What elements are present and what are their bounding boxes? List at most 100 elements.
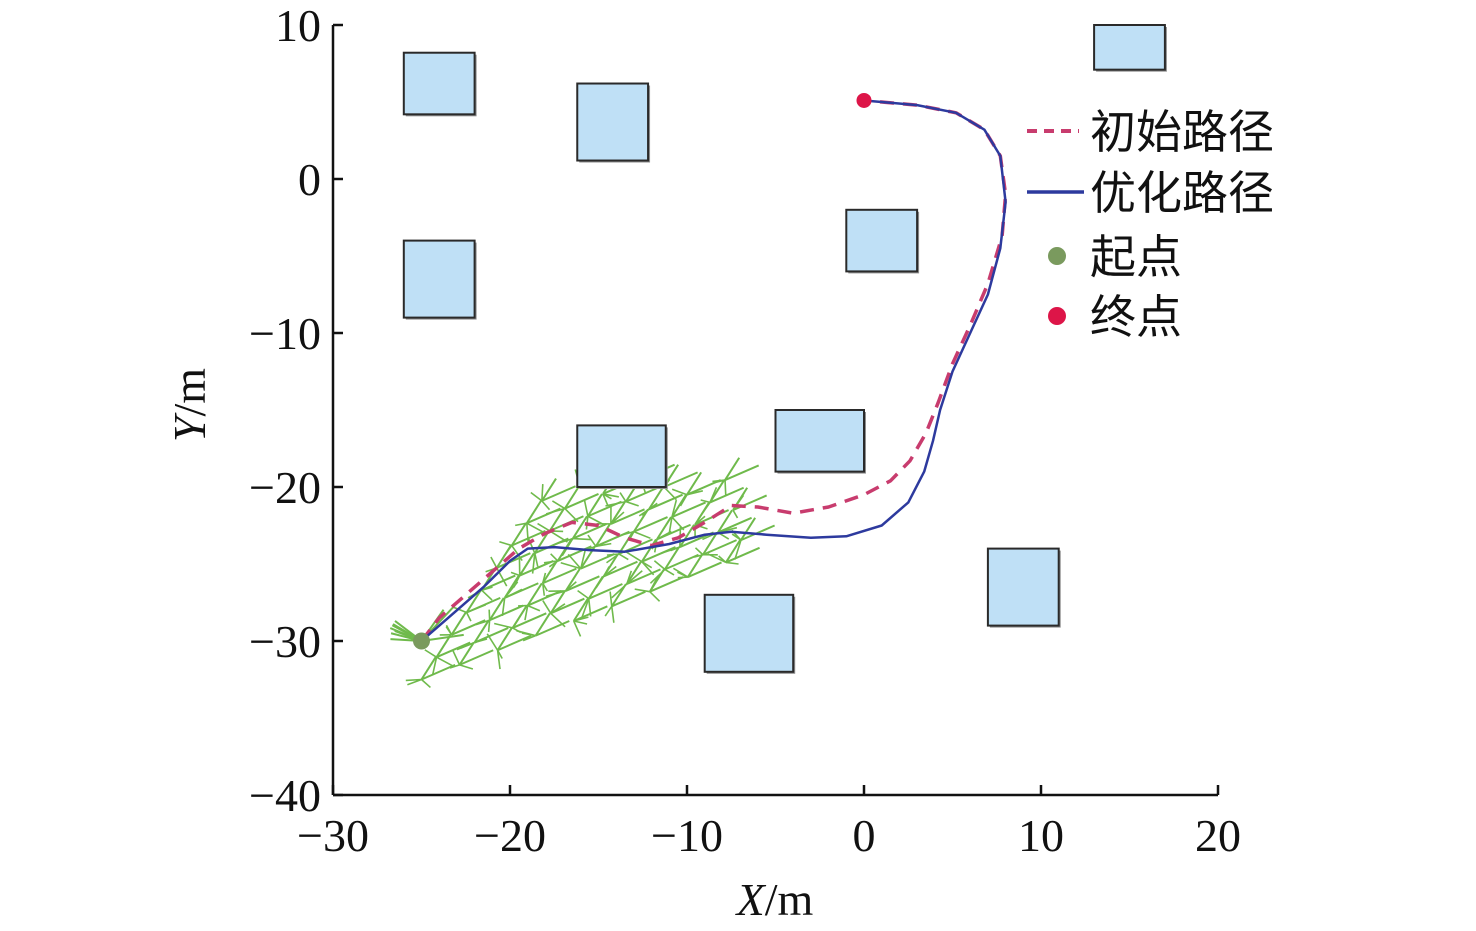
tree-twig (496, 649, 503, 659)
tree-branch (618, 531, 634, 555)
tree-branch (421, 663, 456, 681)
x-tick-label: −10 (651, 810, 723, 861)
y-axis-unit: /m (164, 368, 215, 417)
tree-twig (573, 616, 589, 622)
tree-branch (633, 508, 649, 533)
obstacle (986, 547, 1061, 628)
tree-twig (606, 553, 620, 564)
tree-twig (731, 533, 742, 541)
tree-twig (551, 500, 566, 510)
x-axis-variable: X (735, 874, 767, 925)
tree-twig (555, 537, 574, 545)
x-tick-label: 10 (1018, 810, 1064, 861)
tree-twig (648, 502, 658, 510)
tree-branch (525, 500, 542, 524)
tree-twig (537, 522, 551, 532)
tree-twig (604, 605, 613, 617)
tree-branch (435, 634, 452, 658)
tree-branch (572, 598, 589, 622)
tree-branch (687, 554, 703, 578)
tree-twig (407, 678, 422, 686)
tree-twig (545, 590, 566, 598)
tree-twig (452, 606, 467, 614)
tree-twig (515, 522, 527, 527)
tree-twig (511, 545, 523, 561)
obstacle-box (1093, 24, 1166, 71)
tree-twig (694, 547, 704, 556)
tree-branch (481, 574, 516, 592)
tree-branch (709, 486, 745, 504)
tree-twig (541, 484, 544, 501)
obstacle (703, 593, 796, 674)
tree-twig (530, 491, 543, 502)
tree-twig (587, 534, 597, 547)
tree-branch (571, 515, 588, 540)
tree-twig (734, 539, 742, 560)
tree-twig (626, 570, 643, 585)
tree-branch (725, 546, 760, 564)
tree-twig (511, 618, 520, 629)
tree-twig (732, 494, 745, 511)
y-axis-variable: Y (164, 412, 215, 442)
tree-twig (487, 620, 491, 633)
tree-twig (707, 553, 727, 564)
tree-twig (550, 553, 559, 562)
obstacle-box (402, 239, 476, 319)
tree-branch (648, 493, 683, 511)
tree-branch (610, 508, 645, 525)
tree-branch (518, 552, 535, 577)
tree-branch (535, 620, 570, 637)
tree-twig (670, 546, 681, 552)
tree-twig (697, 501, 711, 520)
tree-branch (611, 590, 646, 608)
tree-twig (436, 656, 455, 668)
initial-path-line (420, 98, 1008, 643)
tree-twig (725, 561, 739, 565)
tree-branch (548, 508, 565, 532)
x-tick-label: 0 (853, 810, 876, 861)
tree-twig (679, 494, 688, 507)
path-layer (420, 98, 1008, 643)
tree-branch (564, 568, 581, 592)
tree-branch (664, 546, 680, 570)
tree-twig (595, 542, 612, 548)
tree-branch (702, 531, 718, 556)
tree-branch (686, 471, 703, 496)
tree-twig (618, 553, 629, 561)
tree-twig (564, 507, 579, 523)
tree-twig (602, 493, 619, 498)
tree-twig (664, 568, 675, 576)
tree-twig (531, 553, 536, 574)
tree-twig (649, 568, 666, 584)
obstacle-layer (402, 24, 1167, 674)
x-tick-label: 20 (1195, 810, 1241, 861)
tree-branch (671, 501, 706, 518)
tree-twig (618, 530, 635, 537)
tree-branch (510, 522, 527, 547)
tree-twig (732, 509, 739, 519)
tree-twig (573, 620, 588, 625)
tree-twig (609, 591, 613, 607)
tree-twig (700, 499, 711, 504)
tree-branch (663, 471, 699, 488)
endpoint-layer (413, 92, 872, 650)
tree-twig (560, 562, 582, 570)
tree-branch (610, 501, 626, 525)
tree-branch (459, 649, 494, 666)
tree-twig (481, 586, 493, 591)
tree-branch (542, 567, 577, 585)
tree-twig (718, 555, 727, 564)
tree-twig (671, 499, 678, 518)
tree-branch (564, 493, 599, 510)
tree-twig (686, 490, 704, 496)
tree-branch (519, 560, 554, 577)
tree-twig (623, 550, 643, 563)
tree-twig (526, 522, 545, 534)
y-tick-label: 10 (275, 0, 321, 51)
tree-twig (567, 553, 582, 570)
x-axis-title: X/m (735, 874, 814, 925)
tree-branch (550, 597, 585, 615)
optimized-path-line (420, 99, 1007, 642)
x-tick-label: −30 (297, 810, 369, 861)
